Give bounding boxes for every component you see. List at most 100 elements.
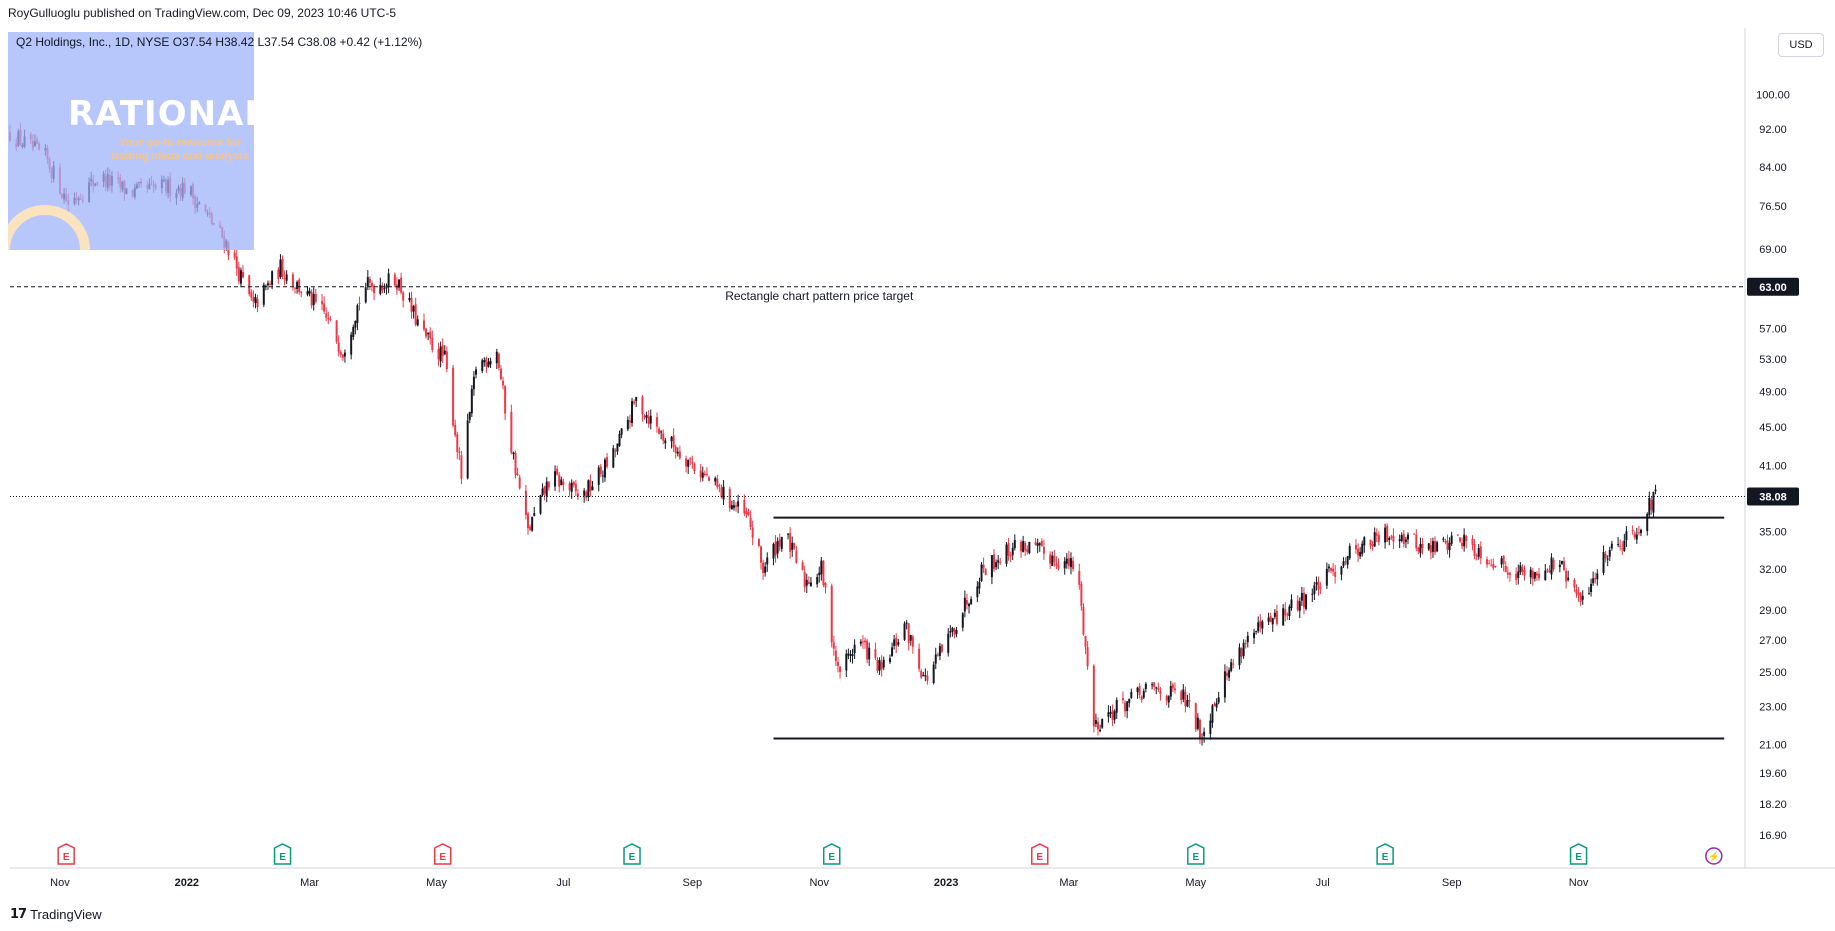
currency-button[interactable]: USD [1778,33,1824,57]
price-tick-label: 35.00 [1759,527,1787,539]
time-tick-label: Sep [1442,877,1462,889]
candle [1065,553,1068,569]
candle-body [468,411,471,420]
candle-body [373,285,376,294]
candle-body [570,482,573,492]
candle-body [1654,489,1657,492]
candle-body [633,401,636,404]
candle-body [1078,571,1081,585]
candle-body [410,297,413,312]
candle-body [425,328,428,337]
candle [1361,540,1364,557]
candle-body [341,354,344,358]
candle-body [818,572,821,576]
candle-body [1094,720,1097,724]
candle-body [1099,729,1102,732]
candle-body [641,396,644,415]
price-label-box [1747,487,1799,506]
candle [970,596,973,605]
candle [499,365,502,381]
candle [1317,576,1320,596]
candle [805,573,808,594]
candle-body [866,640,869,660]
candle-body [1398,539,1401,542]
candle [949,625,952,638]
candle-body [1610,543,1613,549]
candle-body [1592,578,1595,584]
candle-body [1101,718,1104,728]
candle-body [1461,542,1464,547]
candle [1238,643,1241,670]
candle [924,668,927,682]
candle [1533,571,1536,582]
candle [701,466,704,482]
candle [1273,609,1276,620]
candle-body [1230,662,1233,671]
candle-body [294,287,297,289]
candle [437,342,440,367]
candle [990,554,993,585]
candle-body [1533,572,1536,579]
candle [412,304,415,319]
candle [1458,537,1461,544]
candle [691,455,694,469]
candle-body [312,293,315,306]
candle-body [283,277,286,280]
candle [1302,587,1305,615]
candle-body [1238,647,1241,666]
candle-body [1377,534,1380,543]
candle [1097,717,1100,736]
candle-body [1217,697,1220,703]
candle [283,270,286,286]
candle [1053,549,1056,567]
candle [1165,694,1168,705]
candle-body [1223,671,1226,698]
candle-body [961,613,964,628]
candle [1648,491,1651,519]
candle [1196,713,1199,731]
candle [1579,591,1582,607]
candle-body [1573,579,1576,588]
candle [1552,557,1555,572]
candle-body [631,401,634,424]
candle [269,280,272,286]
candle-body [864,640,867,643]
candle-body [1024,542,1027,551]
time-tick-label: Sep [683,877,703,889]
candle [1144,681,1147,693]
candle [568,481,571,497]
candle-body [980,564,983,582]
candle [626,416,629,432]
candle-body [664,440,667,444]
candle-body [803,572,806,588]
candle-body [1463,534,1466,547]
candle-body [1300,592,1303,601]
candle [1013,534,1016,551]
candle-body [1296,600,1299,611]
candle [1375,528,1378,543]
candle-body [1072,560,1075,569]
candle-body [1115,700,1118,713]
candle [1434,536,1437,556]
earnings-marker: E [1187,843,1205,865]
candle-body [1315,582,1318,585]
candle [472,371,475,396]
candle [510,404,513,455]
candle [254,293,257,309]
candle [1082,603,1085,636]
candle [408,292,411,303]
candle-body [999,562,1002,564]
candle-body [778,539,781,547]
candle [1113,709,1116,724]
candle [1040,538,1043,547]
candle-body [1255,630,1258,632]
candle [1446,534,1449,555]
candle-body [1271,618,1274,625]
price-label-tag: 38.08 [1759,492,1787,504]
candle [1186,694,1189,708]
candle-body [483,359,486,363]
candle-body [241,271,244,278]
candle-body [1488,563,1491,565]
candle-body [1028,541,1031,554]
